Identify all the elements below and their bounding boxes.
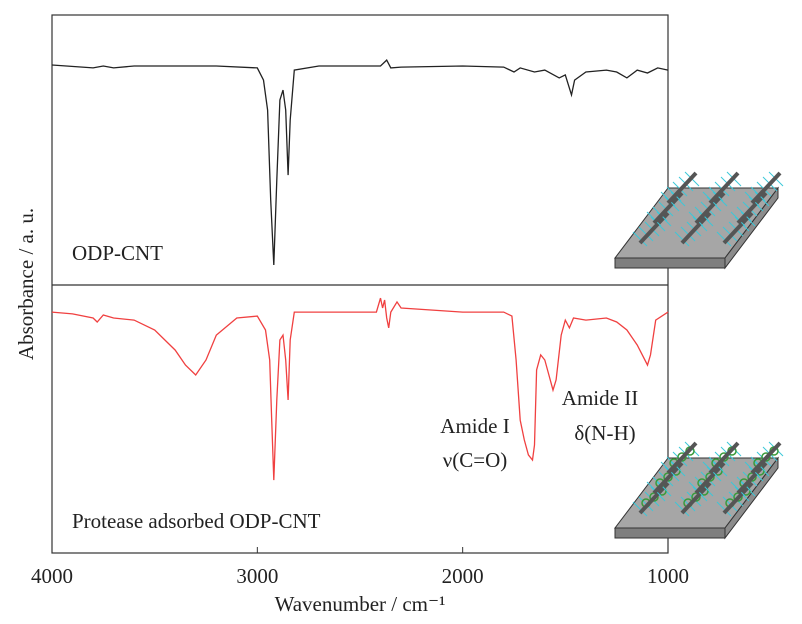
alkyl-chain: [716, 231, 732, 247]
alkyl-chain: [688, 481, 704, 497]
annotation: Amide I: [440, 414, 509, 438]
annotation: δ(N-H): [574, 421, 635, 445]
alkyl-chain: [632, 501, 648, 517]
plot-frame: [51, 14, 669, 554]
protease: [677, 452, 687, 462]
protease: [761, 452, 771, 462]
nanotube: [666, 171, 698, 205]
annotation: Amide II: [562, 386, 638, 410]
alkyl-chain: [674, 231, 690, 247]
alkyl-chain: [632, 231, 648, 247]
alkyl-chain: [730, 481, 746, 497]
alkyl-chain: [674, 501, 690, 517]
nanotube: [708, 171, 740, 205]
alkyl-chain: [688, 211, 704, 227]
nanotube: [708, 441, 740, 475]
nanotube: [750, 441, 782, 475]
spectrum-line: [51, 59, 669, 266]
y-axis-label: Absorbance / a. u.: [14, 208, 38, 360]
nanotube: [666, 441, 698, 475]
nanotube: [750, 171, 782, 205]
protease: [719, 452, 729, 462]
alkyl-chain: [646, 481, 662, 497]
spectrum-line: [51, 297, 669, 481]
x-tick-label: 4000: [31, 564, 73, 588]
x-tick-label: 2000: [442, 564, 484, 588]
alkyl-chain: [744, 191, 760, 207]
annotation: ν(C=O): [443, 448, 508, 472]
alkyl-chain: [744, 461, 760, 477]
alkyl-chain: [716, 501, 732, 517]
protease-cnt-illustration: [613, 441, 784, 540]
cnt-illustration: [613, 171, 784, 270]
x-tick-label: 1000: [647, 564, 689, 588]
x-tick-label: 3000: [236, 564, 278, 588]
alkyl-chain: [730, 211, 746, 227]
alkyl-chain: [702, 461, 718, 477]
series-label: Protease adsorbed ODP-CNT: [72, 509, 321, 533]
alkyl-chain: [660, 191, 676, 207]
x-axis-label: Wavenumber / cm⁻¹: [275, 592, 446, 616]
alkyl-chain: [660, 461, 676, 477]
alkyl-chain: [702, 191, 718, 207]
series-label: ODP-CNT: [72, 241, 163, 265]
alkyl-chain: [646, 211, 662, 227]
